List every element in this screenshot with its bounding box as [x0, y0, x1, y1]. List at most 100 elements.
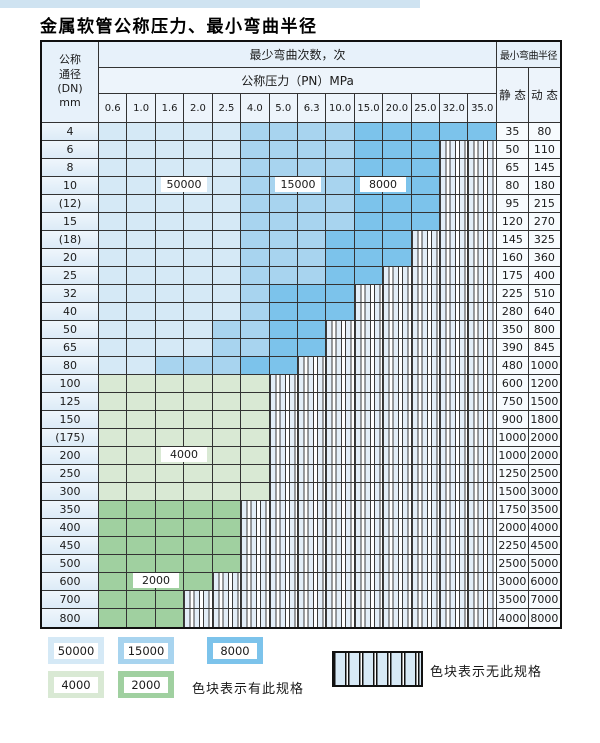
table-header: 公称 通径 (DN) mm 最少弯曲次数，次 公称压力（PN）MPa 0.6 1.… — [42, 42, 560, 122]
static-radius-cell: 600 — [496, 375, 529, 392]
no-spec-cell — [468, 537, 497, 554]
dn-cell: 500 — [42, 555, 99, 572]
dn-header-line: mm — [59, 96, 81, 110]
spec-cell — [297, 195, 327, 212]
spec-cell — [212, 177, 242, 194]
no-spec-cell — [411, 483, 441, 500]
no-spec-cell — [440, 555, 469, 572]
spec-cell — [155, 411, 185, 428]
table-row: 40 280 640 — [42, 303, 560, 321]
dynamic-radius-cell: 3500 — [528, 501, 560, 518]
no-spec-cell — [297, 375, 327, 392]
spec-cell — [383, 231, 412, 248]
no-spec-cell — [468, 429, 497, 446]
no-spec-cell — [440, 303, 469, 320]
spec-cell — [184, 573, 213, 590]
spec-cell — [127, 285, 156, 302]
spec-cell — [127, 411, 156, 428]
legend-swatch-15000: 15000 — [118, 637, 174, 664]
spec-cell — [212, 195, 242, 212]
spec-cell — [212, 429, 242, 446]
spec-cell — [155, 303, 185, 320]
pressure-columns-row: 0.6 1.0 1.6 2.0 2.5 4.0 5.0 6.3 10.0 15.0 20.0 25.0… — [99, 94, 496, 122]
no-spec-cell — [383, 519, 412, 536]
spec-cell — [269, 159, 298, 176]
spec-cell — [155, 249, 185, 266]
bend-cycles-header: 最少弯曲次数，次 — [99, 42, 496, 68]
no-spec-cell — [411, 501, 441, 518]
spec-cell — [241, 123, 270, 140]
table-row: (12) 95 215 — [42, 195, 560, 213]
spec-cell — [127, 231, 156, 248]
no-spec-cell — [354, 591, 384, 608]
no-spec-cell — [411, 393, 441, 410]
dynamic-radius-cell: 1800 — [528, 411, 560, 428]
spec-cell — [127, 555, 156, 572]
spec-cell — [155, 213, 185, 230]
static-radius-cell: 900 — [496, 411, 529, 428]
spec-cell — [127, 447, 156, 464]
no-spec-cell — [354, 339, 384, 356]
no-spec-cell — [468, 411, 497, 428]
no-spec-cell — [269, 483, 298, 500]
spec-cell — [99, 285, 128, 302]
no-spec-cell — [269, 609, 298, 627]
static-radius-cell: 2000 — [496, 519, 529, 536]
spec-cell — [184, 141, 213, 158]
spec-cell — [184, 375, 213, 392]
dn-cell: 80 — [42, 357, 99, 374]
dn-cell: 4 — [42, 123, 99, 140]
spec-cell — [241, 483, 270, 500]
table-row: 800 4000 8000 — [42, 609, 560, 627]
table-row: 4 35 80 — [42, 123, 560, 141]
no-spec-cell — [440, 411, 469, 428]
static-radius-cell: 80 — [496, 177, 529, 194]
no-spec-cell — [383, 285, 412, 302]
pressure-column-header: 32.0 — [440, 94, 469, 122]
no-spec-cell — [440, 159, 469, 176]
spec-cell — [468, 123, 497, 140]
spec-cell — [99, 519, 128, 536]
pressure-column-header: 35.0 — [468, 94, 496, 122]
spec-cell — [212, 411, 242, 428]
pressure-column-header: 25.0 — [411, 94, 441, 122]
table-row: 32 225 510 — [42, 285, 560, 303]
no-spec-cell — [383, 591, 412, 608]
no-spec-cell — [297, 555, 327, 572]
dynamic-radius-cell: 4000 — [528, 519, 560, 536]
spec-cell — [326, 285, 355, 302]
no-spec-cell — [411, 231, 441, 248]
no-spec-cell — [269, 555, 298, 572]
no-spec-cell — [354, 411, 384, 428]
no-spec-cell — [440, 537, 469, 554]
dn-cell: 25 — [42, 267, 99, 284]
spec-cell — [184, 411, 213, 428]
no-spec-cell — [354, 357, 384, 374]
table-row: 500 2500 5000 — [42, 555, 560, 573]
dn-cell: 450 — [42, 537, 99, 554]
no-spec-cell — [468, 483, 497, 500]
no-spec-cell — [468, 213, 497, 230]
min-radius-section: 最小弯曲半径 静 态 动 态 — [497, 42, 560, 122]
spec-cell — [99, 591, 128, 608]
no-spec-cell — [297, 465, 327, 482]
spec-cell — [155, 555, 185, 572]
spec-cell — [99, 159, 128, 176]
spec-cell — [155, 519, 185, 536]
spec-cell — [184, 339, 213, 356]
dynamic-radius-cell: 80 — [528, 123, 560, 140]
spec-cell — [212, 375, 242, 392]
no-spec-cell — [326, 465, 355, 482]
no-spec-cell — [468, 249, 497, 266]
spec-cell — [212, 555, 242, 572]
pressure-column-header: 1.0 — [127, 94, 156, 122]
table-row: 25 175 400 — [42, 267, 560, 285]
no-spec-cell — [383, 411, 412, 428]
spec-cell — [184, 537, 213, 554]
dn-cell: 700 — [42, 591, 99, 608]
no-spec-cell — [411, 303, 441, 320]
dynamic-radius-cell: 400 — [528, 267, 560, 284]
spec-cell — [411, 159, 441, 176]
dn-cell: 350 — [42, 501, 99, 518]
table-body: 4 35 80 6 50 110 8 65 145 10 80 180 (12) 95 215 15 120 27… — [42, 122, 560, 627]
